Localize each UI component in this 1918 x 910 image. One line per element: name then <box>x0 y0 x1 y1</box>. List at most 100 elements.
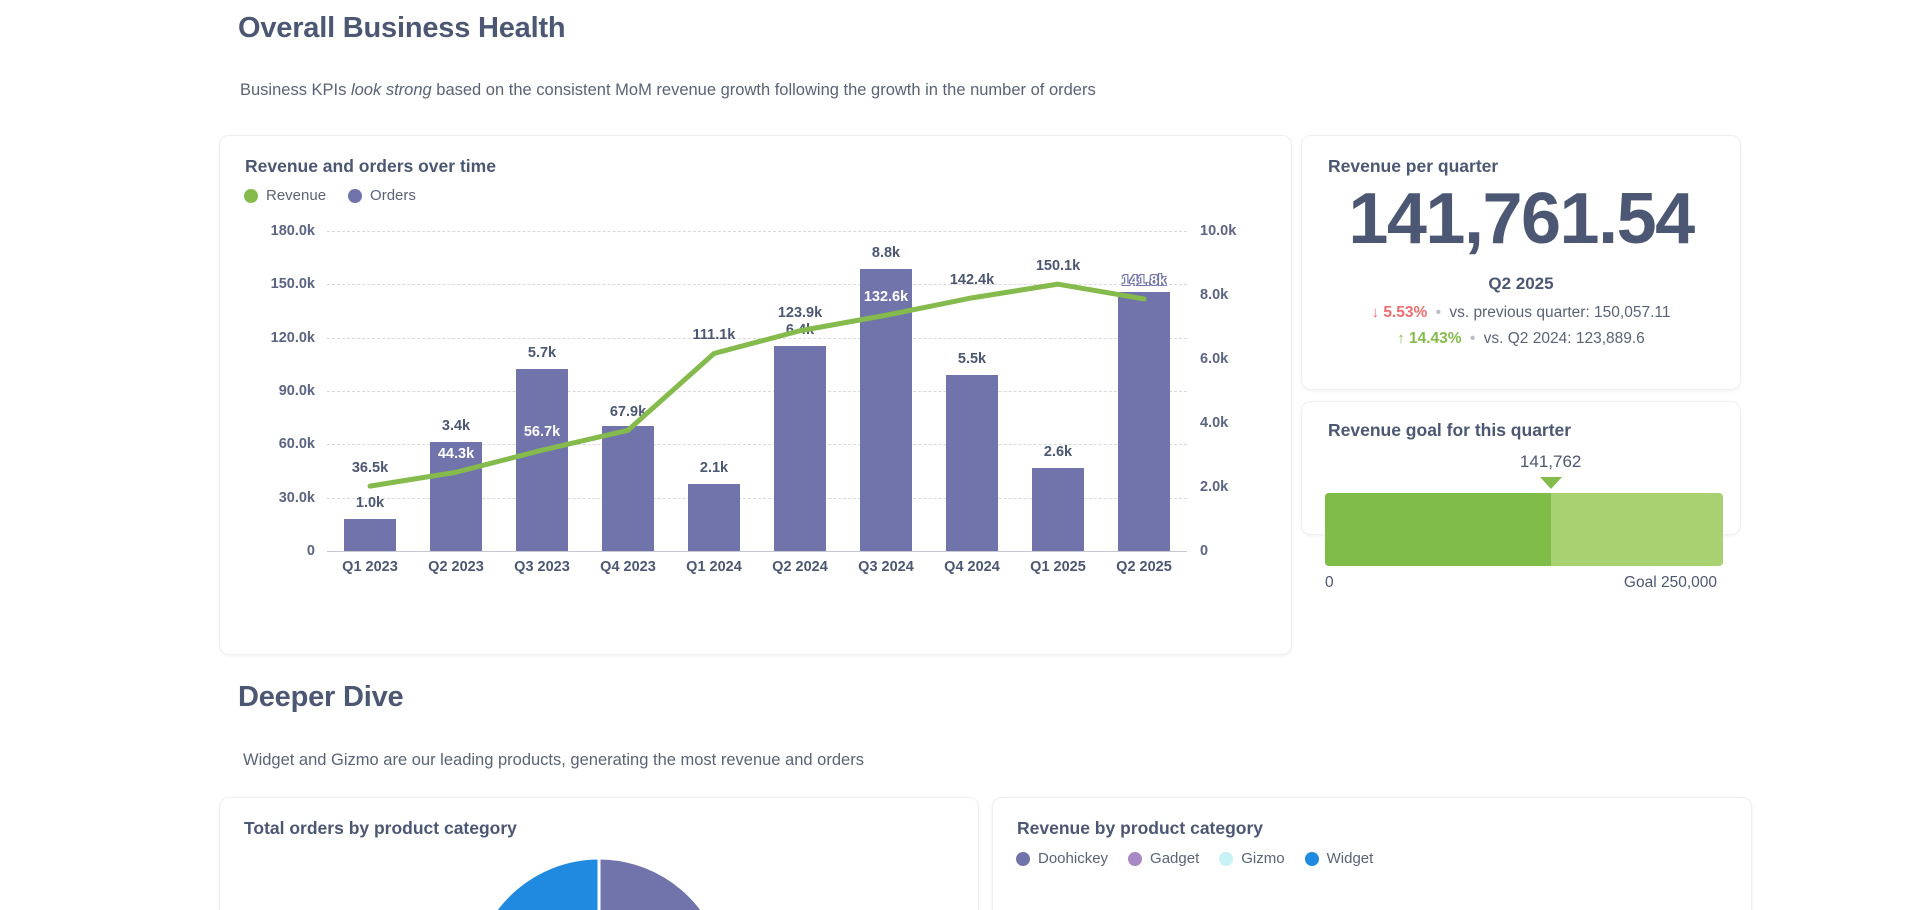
legend-label-orders: Orders <box>370 187 416 204</box>
bar-slot[interactable] <box>344 519 396 551</box>
revenue-legend-item-gizmo[interactable]: Gizmo <box>1219 850 1285 867</box>
bar-slot[interactable] <box>602 426 654 551</box>
y-axis-left-tick: 150.0k <box>270 276 315 293</box>
bar-slot[interactable] <box>688 483 740 551</box>
revenue-value-label: 150.1k <box>1035 258 1081 275</box>
revenue-legend-item-doohickey[interactable]: Doohickey <box>1016 850 1108 867</box>
bar-slot[interactable] <box>774 346 826 551</box>
revenue-legend-label: Gadget <box>1150 850 1200 867</box>
legend-dot-gadget-icon <box>1128 851 1143 866</box>
goal-max-label: Goal 250,000 <box>1623 574 1717 591</box>
bar[interactable] <box>344 519 396 551</box>
legend-dot-orders-icon <box>348 188 363 203</box>
bar-series: 1.0k 3.4k 5.7k 2.1k 6.4k 8.8k 5.5k 2.6k 36.5k 44.… <box>327 231 1187 551</box>
legend-dot-revenue-icon <box>244 188 258 203</box>
y-axis-right-tick: 8.0k <box>1200 287 1229 303</box>
y-axis-left-tick: 120.0k <box>270 329 315 346</box>
x-axis-tick: Q1 2023 <box>342 559 398 575</box>
revenue-legend-item-gadget[interactable]: Gadget <box>1128 850 1199 867</box>
gridline <box>327 391 1187 392</box>
pie-slice-widget[interactable] <box>471 856 601 910</box>
bar-slot[interactable] <box>1032 467 1084 551</box>
goal-progress-bar <box>1325 493 1723 566</box>
legend-dot-widget-icon <box>1304 851 1319 866</box>
chart-plot-area: 0 30.0k 60.0k 90.0k 120.0k 150.0k 180.0k 0 2.0k… <box>245 223 1270 626</box>
kpi-title: Revenue per quarter <box>1328 156 1499 176</box>
revenue-value-label: 141.8k <box>1121 272 1167 289</box>
y-axis-right-tick: 10.0k <box>1200 223 1237 239</box>
bar[interactable] <box>516 368 568 551</box>
x-axis-tick: Q4 2024 <box>944 559 1000 575</box>
revenue-per-quarter-card[interactable]: Revenue per quarter 141,761.54 Q2 2025 ↓… <box>1301 135 1741 390</box>
arrow-down-icon: ↓ <box>1371 304 1380 321</box>
revenue-legend-label: Gizmo <box>1241 850 1285 867</box>
bar[interactable] <box>1032 467 1084 551</box>
arrow-up-icon: ↑ <box>1397 330 1405 347</box>
revenue-value-label: 36.5k <box>351 460 389 477</box>
line-series <box>367 281 1147 489</box>
overall-subtitle: Business KPIs look strong based on the c… <box>240 81 1096 100</box>
gridline <box>327 284 1187 286</box>
gridline <box>327 444 1187 446</box>
y-axis-left-tick: 60.0k <box>278 436 315 453</box>
orders-by-category-title: Total orders by product category <box>244 818 517 838</box>
chart-legend: Revenue Orders <box>244 187 416 204</box>
bar-value-label: 2.6k <box>1043 443 1073 460</box>
bar[interactable] <box>1118 291 1170 551</box>
x-axis-tick: Q2 2024 <box>772 559 828 575</box>
kpi-value: 141,761.54 <box>1348 179 1695 259</box>
bar[interactable] <box>946 375 998 551</box>
legend-item-orders[interactable]: Orders <box>348 187 416 204</box>
chart-title: Revenue and orders over time <box>245 156 496 176</box>
x-axis-tick: Q3 2023 <box>514 559 570 575</box>
x-axis-tick: Q1 2024 <box>686 559 742 575</box>
revenue-legend-label: Doohickey <box>1038 850 1109 867</box>
kpi-comparison-year-over-year: ↑ 14.43% • vs. Q2 2024: 123,889.6 <box>1302 330 1740 348</box>
revenue-goal-card[interactable]: Revenue goal for this quarter 141,762 0 … <box>1301 401 1741 591</box>
separator-dot-icon: • <box>1435 304 1442 321</box>
revenue-value-label: 142.4k <box>949 271 995 288</box>
bar-slot[interactable] <box>1118 291 1170 551</box>
bar-value-label: 1.0k <box>355 495 385 511</box>
y-axis-right-tick: 6.0k <box>1200 351 1229 367</box>
bar-value-label: 8.8k <box>871 245 901 262</box>
x-axis-tick: Q2 2025 <box>1116 559 1172 575</box>
overall-subtitle-pre: Business KPIs <box>240 81 351 99</box>
orders-pie-chart[interactable] <box>220 856 978 910</box>
orders-by-category-card[interactable]: Total orders by product category <box>219 797 979 910</box>
bar-slot[interactable] <box>430 442 482 551</box>
legend-item-revenue[interactable]: Revenue <box>244 187 326 204</box>
revenue-by-category-title: Revenue by product category <box>1017 818 1264 838</box>
bar[interactable] <box>774 346 826 551</box>
pie-slice-doohickey[interactable] <box>597 856 727 910</box>
kpi-comparison-text-previous: vs. previous quarter: 150,057.11 <box>1449 304 1671 321</box>
revenue-value-label: 67.9k <box>609 404 647 421</box>
y-axis-right-tick: 2.0k <box>1200 479 1229 495</box>
gridline <box>327 497 1187 499</box>
y-axis-right-tick: 0 <box>1200 543 1209 559</box>
revenue-legend-item-widget[interactable]: Widget <box>1304 850 1374 867</box>
revenue-value-label: 56.7k <box>523 424 561 441</box>
overall-subtitle-post: based on the consistent MoM revenue grow… <box>431 81 1096 99</box>
bar-slot[interactable] <box>946 375 998 551</box>
revenue-category-legend: Doohickey Gadget Gizmo Widget <box>1016 850 1373 867</box>
revenue-orders-chart-card[interactable]: Revenue and orders over time Revenue Ord… <box>219 135 1292 655</box>
y-axis-right-tick: 4.0k <box>1200 415 1229 431</box>
revenue-by-category-card[interactable]: Revenue by product category Doohickey Gad… <box>992 797 1752 910</box>
bar-value-label: 2.1k <box>699 459 729 476</box>
bar[interactable] <box>602 426 654 551</box>
revenue-value-label: 123.9k <box>777 304 823 321</box>
y-axis-left-tick: 90.0k <box>278 383 315 399</box>
legend-dot-doohickey-icon <box>1016 851 1030 866</box>
legend-label-revenue: Revenue <box>266 187 327 204</box>
bar-slot[interactable] <box>516 368 568 551</box>
deeper-dive-subtitle: Widget and Gizmo are our leading product… <box>243 751 864 769</box>
bar[interactable] <box>430 442 482 551</box>
revenue-line[interactable] <box>367 281 1147 489</box>
y-axis-left-tick: 180.0k <box>270 223 315 239</box>
bar-value-label: 3.4k <box>441 418 471 435</box>
bar[interactable] <box>688 483 740 551</box>
revenue-legend-label: Widget <box>1326 850 1374 867</box>
x-axis-tick: Q3 2024 <box>858 559 914 575</box>
